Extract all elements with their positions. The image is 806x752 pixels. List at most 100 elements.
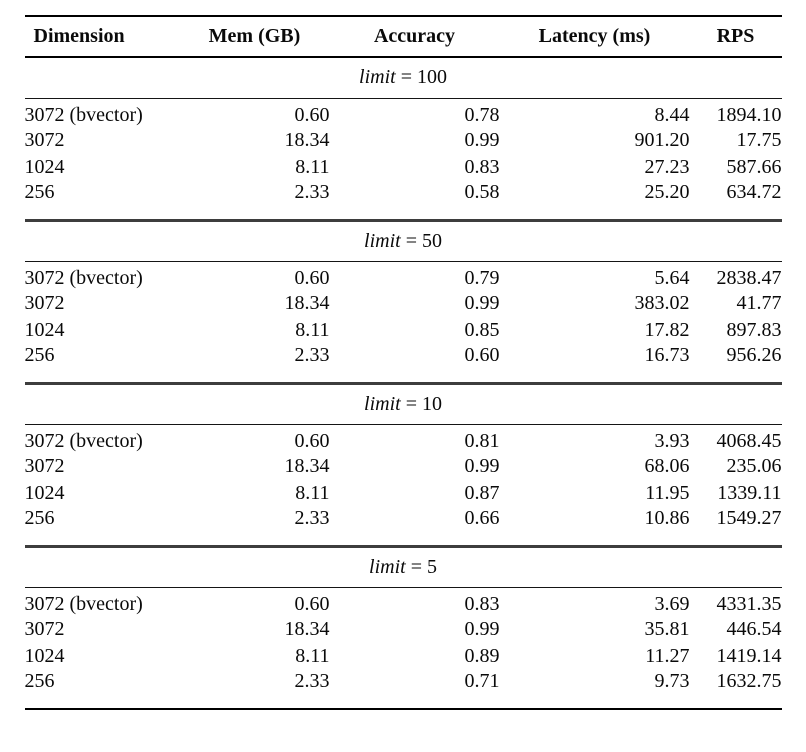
table-row: 1024 8.11 0.89 11.27 1419.14: [25, 643, 782, 670]
dimension-cell: 1024: [24, 481, 65, 504]
column-header-accuracy: Accuracy: [373, 25, 456, 47]
rps-cell: 1549.27: [716, 506, 782, 529]
mem-cell: 8.11: [295, 155, 330, 178]
dimension-cell: 3072: [24, 617, 65, 640]
section-limit-row: limit = 100: [24, 57, 782, 98]
dimension-cell: 1024: [24, 318, 65, 341]
mem-cell: 18.34: [284, 128, 330, 151]
table-row: 1024 8.11 0.87 11.95 1339.11: [25, 480, 782, 507]
table-row: 256 2.33 0.60 16.73 956.26: [25, 344, 782, 384]
table-row: 3072 18.34 0.99 35.81 446.54: [25, 616, 782, 643]
dimension-cell: 3072 (bvector): [24, 103, 143, 126]
mem-cell: 8.11: [295, 318, 330, 341]
section-limit-label: limit = 5: [25, 546, 782, 587]
mem-cell: 2.33: [294, 506, 330, 529]
latency-cell: 17.82: [644, 318, 690, 341]
rps-cell: 4331.35: [716, 592, 782, 615]
mem-cell: 0.60: [294, 266, 330, 289]
column-header-mem: Mem (GB): [208, 25, 301, 47]
mem-cell: 18.34: [284, 617, 330, 640]
dimension-cell: 256: [24, 669, 55, 692]
accuracy-cell: 0.66: [464, 506, 500, 529]
dimension-cell: 3072 (bvector): [24, 592, 143, 615]
table-row: 1024 8.11 0.85 17.82 897.83: [25, 317, 782, 344]
limit-word-italic: limit: [369, 555, 406, 578]
mem-cell: 2.33: [294, 180, 330, 203]
dimension-cell: 1024: [24, 155, 65, 178]
section-limit-label: limit = 10: [25, 383, 782, 424]
accuracy-cell: 0.99: [464, 617, 500, 640]
latency-cell: 16.73: [644, 343, 690, 366]
latency-cell: 10.86: [644, 506, 690, 529]
section-limit-label: limit = 100: [25, 57, 782, 98]
accuracy-cell: 0.81: [464, 429, 500, 452]
mem-cell: 18.34: [284, 291, 330, 314]
rps-cell: 1894.10: [716, 103, 782, 126]
latency-cell: 3.93: [654, 429, 690, 452]
table-section-2: limit = 10 3072 (bvector) 0.60 0.81 3.93 4068…: [24, 383, 782, 547]
rps-cell: 41.77: [736, 291, 782, 314]
table-row: 3072 (bvector) 0.60 0.78 8.44 1894.10: [25, 98, 782, 127]
limit-word-italic: limit: [364, 392, 401, 415]
limit-value: = 5: [405, 555, 437, 578]
latency-cell: 383.02: [634, 291, 690, 314]
rps-cell: 587.66: [726, 155, 782, 178]
rps-cell: 1632.75: [716, 669, 782, 692]
latency-cell: 5.64: [654, 266, 690, 289]
accuracy-cell: 0.71: [464, 669, 500, 692]
accuracy-cell: 0.99: [464, 291, 500, 314]
benchmark-table: Dimension Mem (GB) Accuracy Latency (ms)…: [24, 15, 782, 710]
rps-cell: 4068.45: [716, 429, 782, 452]
accuracy-cell: 0.99: [464, 454, 500, 477]
section-limit-row: limit = 10: [24, 383, 782, 424]
mem-cell: 0.60: [294, 103, 330, 126]
limit-word-italic: limit: [364, 229, 401, 252]
section-limit-label: limit = 50: [25, 220, 782, 261]
dimension-cell: 1024: [24, 644, 65, 667]
table-row: 256 2.33 0.66 10.86 1549.27: [25, 507, 782, 547]
table-row: 3072 18.34 0.99 68.06 235.06: [25, 453, 782, 480]
latency-cell: 68.06: [644, 454, 690, 477]
table-section-3: limit = 5 3072 (bvector) 0.60 0.83 3.69 4331.…: [24, 546, 782, 709]
table-row: 256 2.33 0.58 25.20 634.72: [25, 181, 782, 221]
rps-cell: 446.54: [726, 617, 782, 640]
dimension-cell: 3072: [24, 454, 65, 477]
rps-cell: 2838.47: [716, 266, 782, 289]
limit-value: = 50: [400, 229, 442, 252]
accuracy-cell: 0.83: [464, 592, 500, 615]
accuracy-cell: 0.60: [464, 343, 500, 366]
mem-cell: 0.60: [294, 429, 330, 452]
dimension-cell: 3072 (bvector): [24, 266, 143, 289]
rps-cell: 634.72: [726, 180, 782, 203]
rps-cell: 956.26: [726, 343, 782, 366]
table-row: 1024 8.11 0.83 27.23 587.66: [25, 154, 782, 181]
latency-cell: 9.73: [654, 669, 690, 692]
mem-cell: 8.11: [295, 481, 330, 504]
mem-cell: 0.60: [294, 592, 330, 615]
accuracy-cell: 0.99: [464, 128, 500, 151]
limit-word-italic: limit: [359, 66, 396, 89]
accuracy-cell: 0.89: [464, 644, 500, 667]
limit-value: = 10: [400, 392, 442, 415]
accuracy-cell: 0.78: [464, 103, 500, 126]
latency-cell: 3.69: [654, 592, 690, 615]
rps-cell: 1419.14: [716, 644, 782, 667]
accuracy-cell: 0.83: [464, 155, 500, 178]
dimension-cell: 256: [24, 180, 55, 203]
accuracy-cell: 0.58: [464, 180, 500, 203]
latency-cell: 901.20: [634, 128, 690, 151]
header-row: Dimension Mem (GB) Accuracy Latency (ms)…: [24, 16, 782, 57]
section-limit-row: limit = 5: [24, 546, 782, 587]
latency-cell: 35.81: [644, 617, 690, 640]
dimension-cell: 3072 (bvector): [24, 429, 143, 452]
mem-cell: 8.11: [295, 644, 330, 667]
rps-cell: 235.06: [726, 454, 782, 477]
latency-cell: 8.44: [654, 103, 690, 126]
accuracy-cell: 0.87: [464, 481, 500, 504]
dimension-cell: 3072: [24, 291, 65, 314]
rps-cell: 897.83: [726, 318, 782, 341]
table-section-1: limit = 50 3072 (bvector) 0.60 0.79 5.64 2838…: [24, 220, 782, 384]
table-header: Dimension Mem (GB) Accuracy Latency (ms)…: [24, 16, 782, 57]
mem-cell: 2.33: [294, 669, 330, 692]
